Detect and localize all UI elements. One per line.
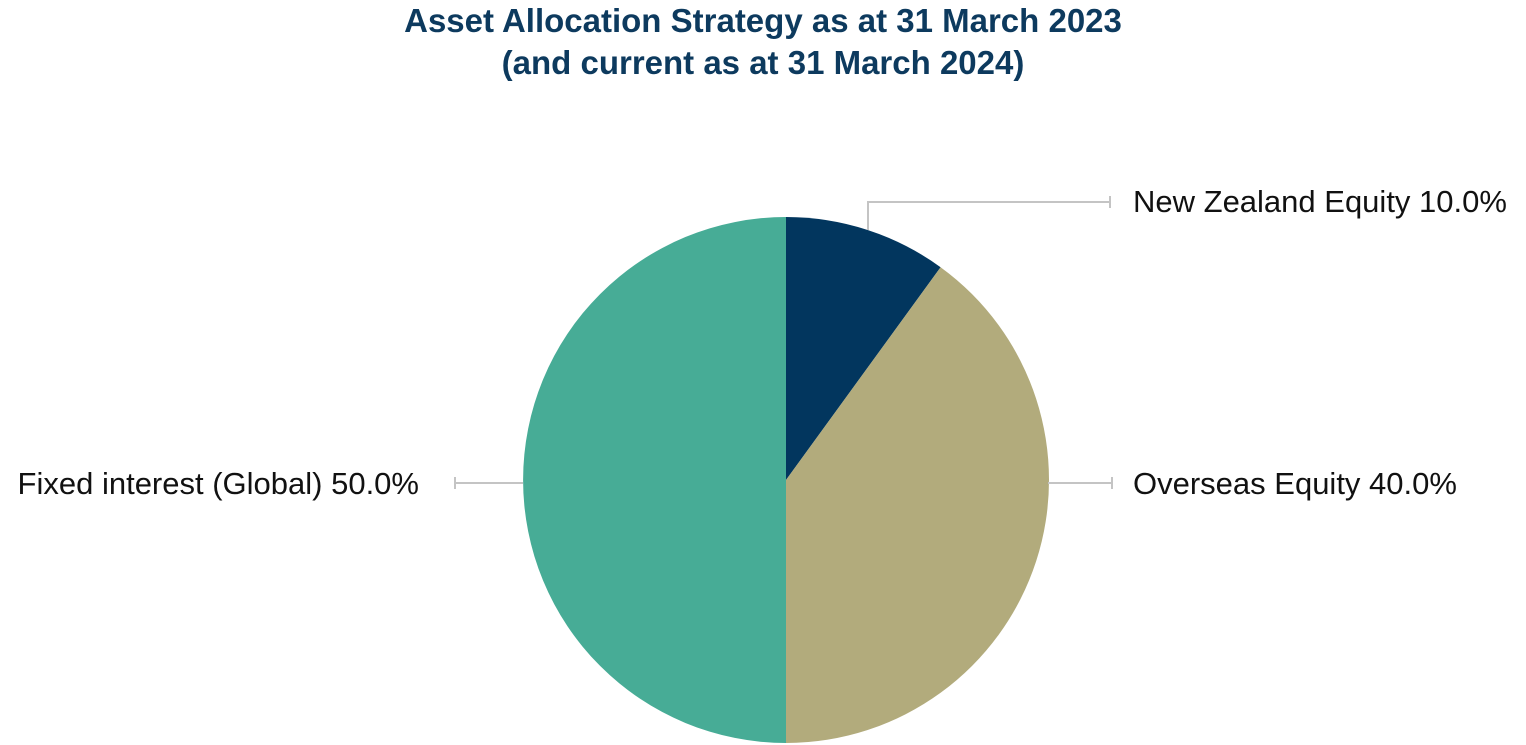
pie-slices xyxy=(523,217,1050,743)
leader-lines xyxy=(454,196,1113,489)
leader-line-overseas-equity xyxy=(1048,477,1113,489)
pie-slice-nz-equity xyxy=(786,217,941,480)
data-label-overseas-equity: Overseas Equity 40.0% xyxy=(1133,466,1457,501)
leader-line-fixed-interest xyxy=(454,477,523,489)
pie-slice-overseas-equity xyxy=(786,267,1050,743)
data-label-nz-equity: New Zealand Equity 10.0% xyxy=(1133,184,1507,219)
chart-subtitle: (and current as at 31 March 2024) xyxy=(501,44,1025,81)
data-label-fixed-interest: Fixed interest (Global) 50.0% xyxy=(18,466,419,501)
pie-slice-fixed-interest xyxy=(523,217,786,743)
chart-title-block: Asset Allocation Strategy as at 31 March… xyxy=(0,0,1526,84)
leader-line-nz-equity xyxy=(867,196,1111,230)
chart-title: Asset Allocation Strategy as at 31 March… xyxy=(404,2,1122,39)
